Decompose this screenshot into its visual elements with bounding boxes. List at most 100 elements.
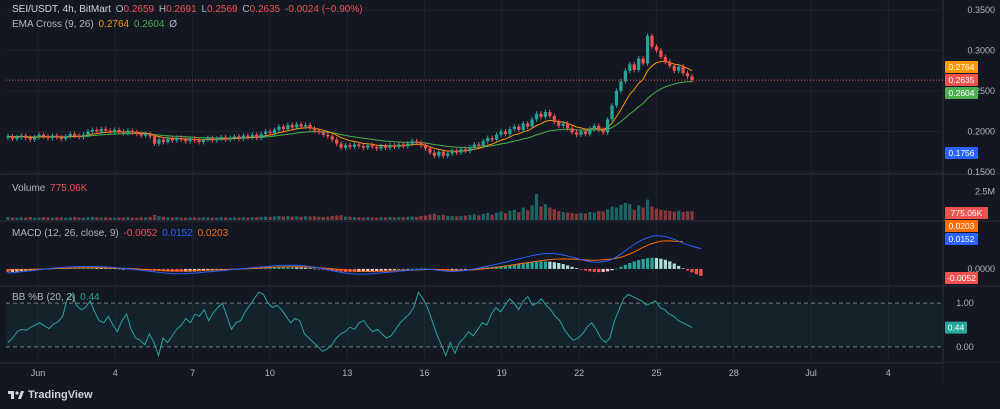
volume-bar[interactable] — [139, 217, 143, 220]
macd-histogram-bar[interactable] — [650, 257, 654, 269]
volume-bar[interactable] — [672, 211, 676, 221]
candle-body[interactable] — [543, 112, 548, 117]
volume-bar[interactable] — [144, 217, 148, 220]
macd-histogram-bar[interactable] — [317, 268, 321, 270]
macd-histogram-bar[interactable] — [499, 265, 503, 269]
macd-histogram-bar[interactable] — [699, 268, 703, 276]
candle-body[interactable] — [561, 123, 565, 126]
candle-body[interactable] — [55, 135, 59, 138]
candle-body[interactable] — [379, 146, 383, 149]
volume-bar[interactable] — [357, 217, 361, 220]
volume-bar[interactable] — [170, 217, 174, 220]
candle-body[interactable] — [654, 46, 659, 51]
macd-histogram-bar[interactable] — [299, 267, 303, 269]
candle-body[interactable] — [370, 145, 374, 147]
bb-label[interactable]: BB %B (20, 2) — [12, 292, 76, 303]
macd-histogram-bar[interactable] — [401, 268, 405, 270]
volume-bar[interactable] — [583, 213, 588, 220]
volume-bar[interactable] — [81, 217, 86, 220]
candle-body[interactable] — [606, 119, 610, 133]
candle-body[interactable] — [268, 131, 272, 134]
macd-histogram-bar[interactable] — [379, 268, 383, 271]
volume-bar[interactable] — [272, 216, 277, 220]
macd-histogram-bar[interactable] — [419, 268, 423, 270]
volume-bar[interactable] — [55, 217, 59, 220]
candle-body[interactable] — [641, 58, 645, 64]
volume-bar[interactable] — [654, 208, 659, 220]
macd-histogram-bar[interactable] — [539, 261, 543, 269]
candle-body[interactable] — [95, 129, 99, 132]
volume-bar[interactable] — [659, 209, 663, 220]
macd-histogram-bar[interactable] — [637, 260, 641, 269]
volume-bar[interactable] — [588, 212, 592, 220]
volume-bar[interactable] — [335, 215, 339, 220]
volume-bar[interactable] — [64, 217, 68, 220]
ema-slow-line[interactable] — [7, 81, 693, 149]
volume-bar[interactable] — [73, 217, 77, 220]
candle-body[interactable] — [468, 147, 472, 151]
volume-bar[interactable] — [255, 217, 259, 220]
candle-body[interactable] — [415, 141, 419, 143]
macd-histogram-bar[interactable] — [530, 262, 534, 269]
volume-bar[interactable] — [690, 211, 694, 220]
candle-body[interactable] — [148, 133, 152, 137]
candle-body[interactable] — [28, 137, 32, 140]
macd-histogram-bar[interactable] — [357, 268, 361, 272]
volume-bar[interactable] — [188, 217, 192, 220]
candle-body[interactable] — [277, 126, 281, 130]
candle-body[interactable] — [406, 143, 410, 147]
volume-bar[interactable] — [50, 217, 55, 220]
candle-body[interactable] — [184, 139, 188, 142]
candle-body[interactable] — [583, 131, 588, 134]
volume-bar[interactable] — [15, 217, 19, 220]
volume-bar[interactable] — [366, 217, 370, 220]
volume-bar[interactable] — [472, 214, 476, 220]
candle-body[interactable] — [677, 66, 681, 71]
candle-body[interactable] — [152, 136, 157, 144]
candle-body[interactable] — [477, 144, 481, 147]
macd-histogram-bar[interactable] — [561, 264, 565, 269]
macd-histogram-bar[interactable] — [117, 268, 121, 270]
candle-body[interactable] — [24, 135, 28, 138]
candle-body[interactable] — [81, 134, 86, 138]
macd-histogram-bar[interactable] — [397, 268, 401, 270]
macd-histogram-bar[interactable] — [112, 268, 117, 269]
candle-body[interactable] — [388, 145, 392, 148]
volume-bar[interactable] — [508, 210, 512, 220]
volume-bar[interactable] — [24, 217, 28, 220]
candle-body[interactable] — [312, 128, 317, 131]
volume-bar[interactable] — [312, 216, 317, 220]
macd-histogram-bar[interactable] — [330, 268, 334, 271]
candle-body[interactable] — [86, 131, 90, 135]
candle-body[interactable] — [397, 144, 401, 147]
candle-body[interactable] — [588, 129, 592, 134]
candle-body[interactable] — [117, 129, 121, 132]
volume-bar[interactable] — [175, 217, 179, 220]
candle-body[interactable] — [188, 138, 192, 142]
candle-body[interactable] — [548, 112, 552, 117]
volume-bar[interactable] — [232, 217, 237, 220]
volume-bar[interactable] — [166, 217, 170, 220]
candle-body[interactable] — [286, 125, 290, 130]
candle-body[interactable] — [668, 61, 672, 66]
candle-body[interactable] — [446, 153, 450, 156]
macd-histogram-bar[interactable] — [335, 268, 339, 272]
volume-bar[interactable] — [419, 216, 423, 220]
candle-body[interactable] — [428, 148, 432, 153]
candle-body[interactable] — [410, 141, 414, 144]
volume-bar[interactable] — [326, 216, 330, 220]
macd-histogram-bar[interactable] — [672, 263, 676, 269]
volume-bar[interactable] — [650, 206, 654, 220]
volume-bar[interactable] — [637, 205, 641, 220]
volume-bar[interactable] — [521, 207, 525, 220]
volume-bar[interactable] — [246, 217, 250, 220]
volume-bar[interactable] — [152, 214, 157, 220]
candle-body[interactable] — [64, 136, 68, 139]
volume-bar[interactable] — [557, 210, 561, 220]
candle-body[interactable] — [77, 135, 81, 138]
candle-body[interactable] — [494, 134, 499, 140]
candle-body[interactable] — [139, 133, 143, 136]
volume-bar[interactable] — [401, 217, 405, 220]
volume-bar[interactable] — [330, 216, 334, 220]
volume-bar[interactable] — [437, 215, 441, 220]
